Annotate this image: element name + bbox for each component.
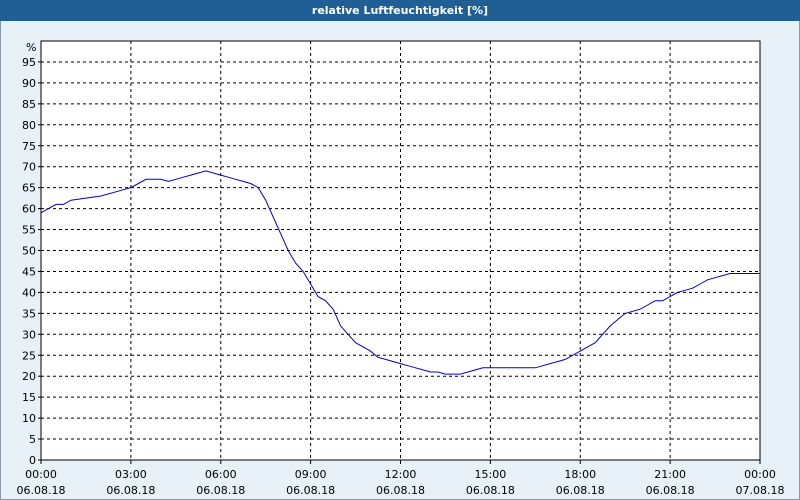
y-axis-ticks: 0 5 10 15 20 25 30 35 40 45 50 55 60 65 70 75 80 85 90 95 (22, 56, 41, 467)
chart-title: relative Luftfeuchtigkeit [%] (0, 0, 800, 21)
y-tick-label: 20 (22, 370, 36, 383)
y-tick-label: 85 (22, 98, 36, 111)
y-tick-label: 90 (22, 77, 36, 90)
y-tick-label: 25 (22, 349, 36, 362)
x-tick-date-label: 06.08.18 (646, 484, 695, 497)
x-tick-time-label: 00:00 (25, 468, 57, 481)
x-tick-time-label: 03:00 (115, 468, 147, 481)
x-tick-date-label: 06.08.18 (286, 484, 335, 497)
x-tick-time-label: 21:00 (654, 468, 686, 481)
x-axis-ticks: 00:00 06.08.18 03:00 06.08.18 06:00 06.08.18 0… (17, 460, 785, 497)
x-tick-time-label: 18:00 (564, 468, 596, 481)
y-tick-label: 65 (22, 182, 36, 195)
x-tick-time-label: 06:00 (205, 468, 237, 481)
humidity-series-line (40, 170, 760, 375)
x-tick-date-label: 06.08.18 (196, 484, 245, 497)
x-tick-time-label: 12:00 (385, 468, 417, 481)
x-tick-date-label: 06.08.18 (466, 484, 515, 497)
y-tick-label: 5 (29, 433, 36, 446)
gridlines (41, 41, 760, 460)
y-tick-label: 35 (22, 307, 36, 320)
y-axis-label: % (26, 41, 36, 54)
x-tick-time-label: 09:00 (295, 468, 327, 481)
y-tick-label: 10 (22, 412, 36, 425)
y-tick-label: 15 (22, 391, 36, 404)
y-tick-label: 95 (22, 56, 36, 69)
x-tick-date-label: 06.08.18 (376, 484, 425, 497)
y-tick-label: 0 (29, 454, 36, 467)
y-tick-label: 80 (22, 119, 36, 132)
y-tick-label: 60 (22, 203, 36, 216)
x-tick-date-label: 07.08.18 (736, 484, 785, 497)
y-tick-label: 50 (22, 245, 36, 258)
y-tick-label: 30 (22, 328, 36, 341)
x-tick-date-label: 06.08.18 (556, 484, 605, 497)
y-tick-label: 70 (22, 161, 36, 174)
y-tick-label: 75 (22, 140, 36, 153)
x-tick-time-label: 15:00 (475, 468, 507, 481)
y-tick-label: 40 (22, 286, 36, 299)
y-tick-label: 45 (22, 265, 36, 278)
x-tick-date-label: 06.08.18 (17, 484, 66, 497)
x-tick-time-label: 00:00 (744, 468, 776, 481)
x-tick-date-label: 06.08.18 (106, 484, 155, 497)
y-tick-label: 55 (22, 224, 36, 237)
